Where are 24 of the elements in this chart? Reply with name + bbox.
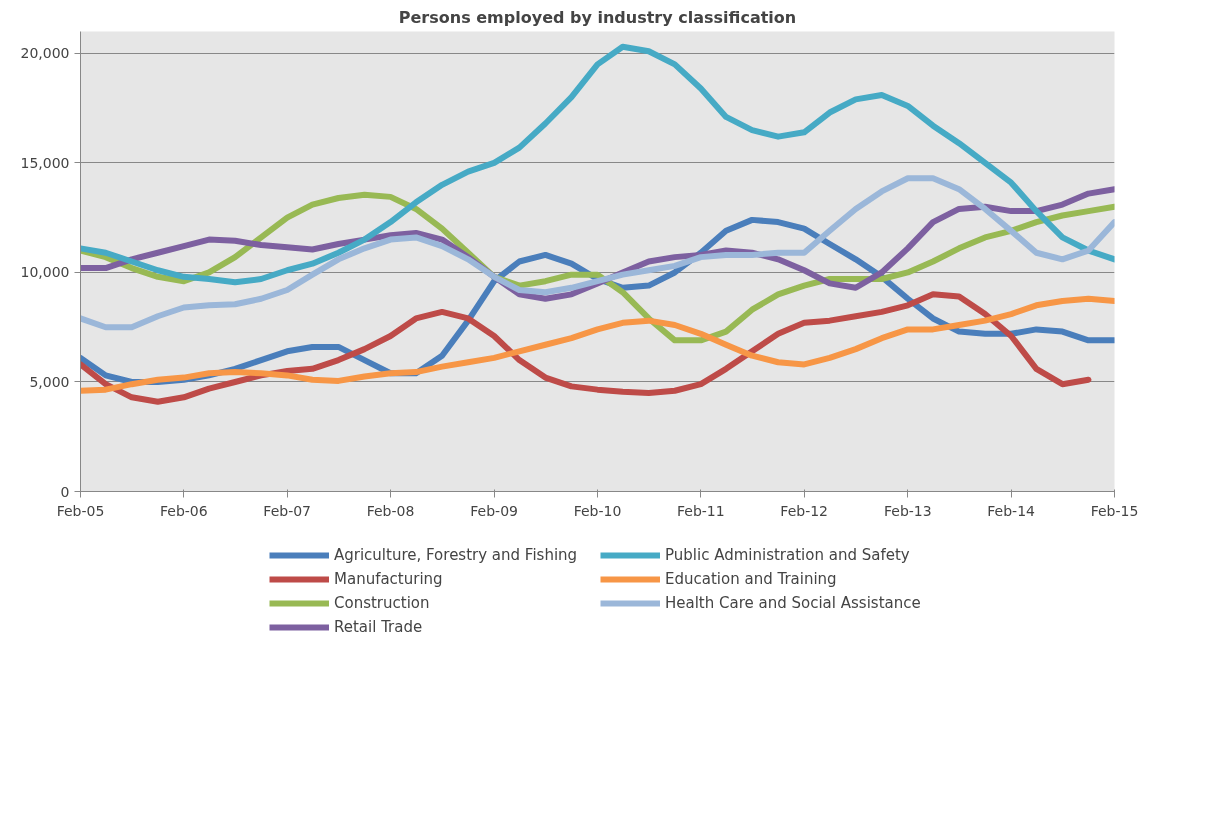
x-tick-label: Feb-15 — [1090, 502, 1139, 519]
x-tick-label: Feb-06 — [160, 502, 208, 519]
y-tick-label: 20,000 — [20, 45, 70, 62]
y-tick-label: 5,000 — [29, 373, 70, 390]
x-tick-label: Feb-09 — [470, 502, 518, 519]
legend-label: Agriculture, Forestry and Fishing — [334, 546, 579, 564]
legend-label: Health Care and Social Assistance — [665, 594, 922, 612]
legend-label: Construction — [334, 594, 431, 612]
x-tick-label: Feb-10 — [573, 502, 622, 519]
x-tick-label: Feb-12 — [780, 502, 829, 519]
x-tick-label: Feb-07 — [263, 502, 312, 519]
y-tick-label: 10,000 — [20, 264, 70, 281]
legend-label: Public Administration and Safety — [665, 546, 911, 564]
chart-title: Persons employed by industry classification — [398, 7, 797, 27]
legend-label: Manufacturing — [334, 570, 444, 588]
legend-label: Education and Training — [665, 570, 838, 588]
x-tick-label: Feb-14 — [987, 502, 1036, 519]
y-tick-label: 0 — [60, 483, 70, 500]
legend-label: Retail Trade — [334, 618, 424, 636]
y-tick-label: 15,000 — [20, 154, 70, 171]
x-tick-label: Feb-08 — [366, 502, 415, 519]
x-tick-label: Feb-05 — [56, 502, 105, 519]
x-tick-label: Feb-11 — [677, 502, 725, 519]
x-tick-label: Feb-13 — [883, 502, 932, 519]
